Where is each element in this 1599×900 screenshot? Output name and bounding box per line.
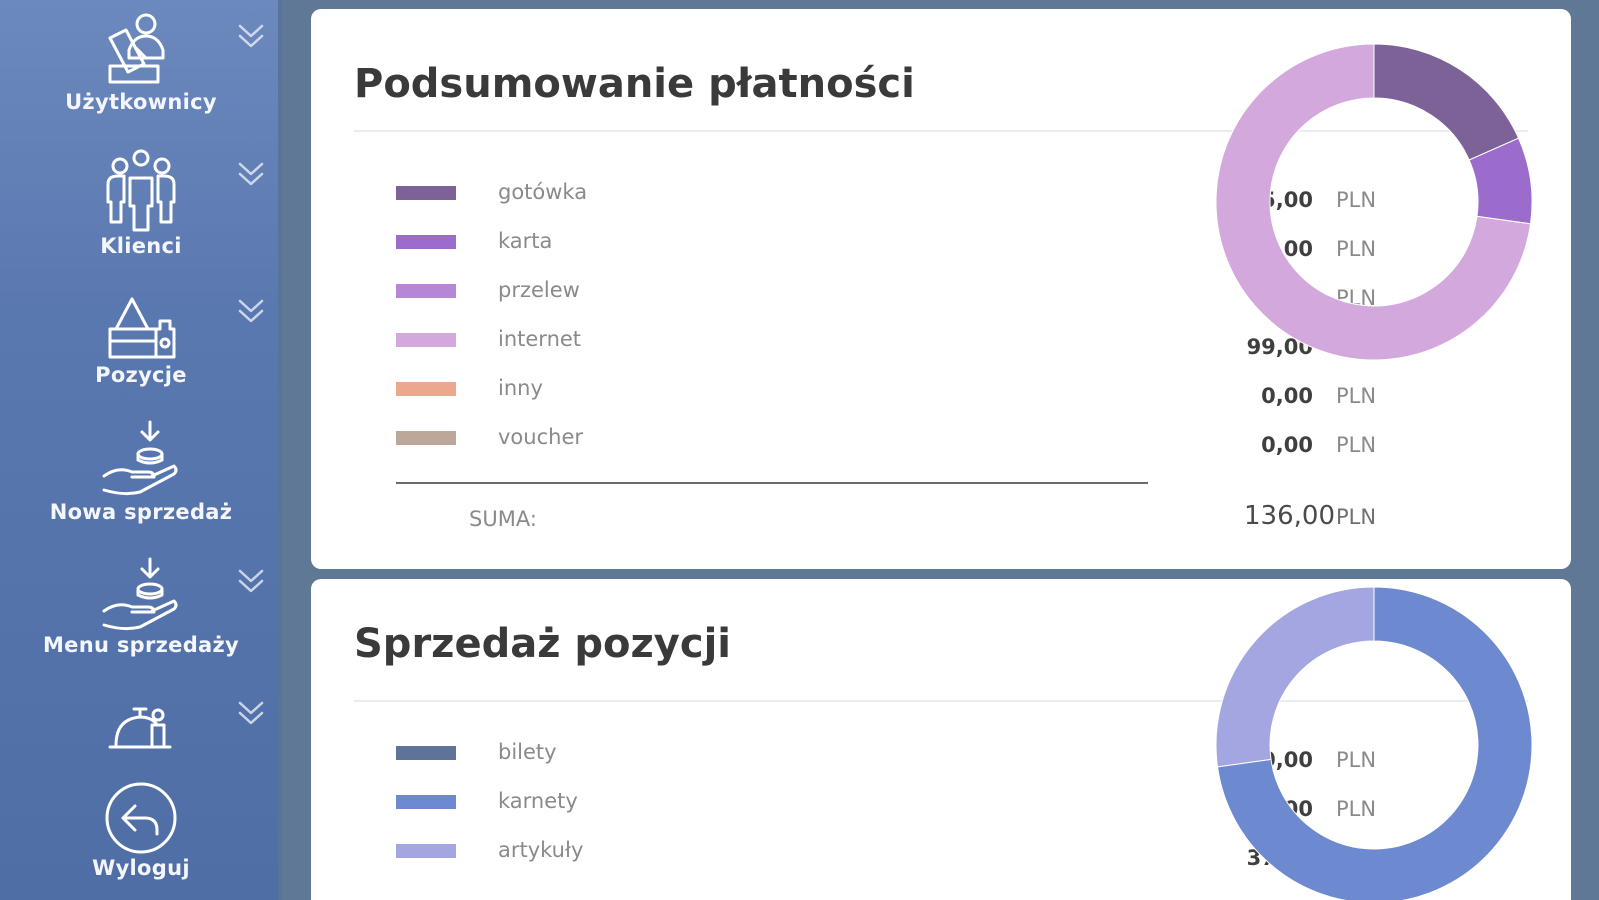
legend-currency: PLN <box>1336 384 1377 408</box>
sidebar-item-clients[interactable]: Klienci <box>0 148 282 258</box>
donut-slice-karnety[interactable] <box>1216 586 1533 900</box>
reception-bell-icon <box>108 707 172 749</box>
chevron-down-icon[interactable] <box>236 699 266 727</box>
legend-row: inny 0,00 PLN <box>396 376 1396 408</box>
payments-donut-chart <box>1215 43 1533 361</box>
sidebar-item-label: Menu sprzedaży <box>42 633 240 657</box>
legend-swatch <box>396 746 456 760</box>
sales-donut-chart <box>1215 586 1533 900</box>
chevron-down-icon[interactable] <box>236 160 266 188</box>
sales-card: Sprzedaż pozycji bilety0,00PLNkarnety99,… <box>311 579 1571 900</box>
legend-currency: PLN <box>1336 188 1377 212</box>
hand-sale-menu-icon <box>102 557 178 631</box>
donut-slice-internet[interactable] <box>1215 43 1532 361</box>
card-title: Sprzedaż pozycji <box>354 621 732 667</box>
logout-icon <box>105 782 177 854</box>
sidebar-item-new-sale[interactable]: Nowa sprzedaż <box>0 420 282 524</box>
legend-row: bilety 0,00 PLN <box>396 740 1396 772</box>
donut-slice-artykuły[interactable] <box>1215 586 1375 768</box>
sidebar-item-reception[interactable] <box>0 695 282 755</box>
users-admin-icon <box>108 13 165 84</box>
donut-slice-gotówka[interactable] <box>1373 43 1520 161</box>
legend-value: 0,00 <box>1261 384 1313 408</box>
legend-swatch <box>396 333 456 347</box>
legend-label: bilety <box>498 740 557 764</box>
legend-currency: PLN <box>1336 433 1377 457</box>
products-icon <box>108 297 176 359</box>
sidebar-item-users[interactable]: Użytkownicy <box>0 8 282 114</box>
legend-label: internet <box>498 327 582 351</box>
sidebar-item-sales-menu[interactable]: Menu sprzedaży <box>0 557 282 657</box>
title-divider <box>354 130 1528 132</box>
sum-label: SUMA: <box>469 507 537 531</box>
legend-swatch <box>396 844 456 858</box>
sidebar-item-label: Pozycje <box>95 363 187 387</box>
sidebar-item-logout[interactable]: Wyloguj <box>0 780 282 880</box>
hand-sale-icon <box>102 420 178 496</box>
chevron-down-icon[interactable] <box>236 22 266 50</box>
legend-swatch <box>396 431 456 445</box>
sum-currency: PLN <box>1336 505 1377 529</box>
sum-divider <box>396 482 1148 484</box>
legend-currency: PLN <box>1336 748 1377 772</box>
legend-row: gotówka 25,00 PLN <box>396 180 1396 212</box>
legend-label: gotówka <box>498 180 588 204</box>
title-divider <box>354 700 1528 702</box>
sidebar-item-label: Użytkownicy <box>65 90 217 114</box>
legend-label: karnety <box>498 789 578 813</box>
sidebar-item-label: Nowa sprzedaż <box>49 500 233 524</box>
chevron-down-icon[interactable] <box>236 297 266 325</box>
legend-currency: PLN <box>1336 797 1377 821</box>
legend-row: voucher 0,00 PLN <box>396 425 1396 457</box>
legend-swatch <box>396 186 456 200</box>
legend-swatch <box>396 795 456 809</box>
legend-currency: PLN <box>1336 237 1377 261</box>
sidebar: Użytkownicy Klienci Pozycje <box>0 0 282 900</box>
clients-group-icon <box>106 149 176 232</box>
sidebar-item-positions[interactable]: Pozycje <box>0 295 282 387</box>
card-title: Podsumowanie płatności <box>354 61 915 107</box>
legend-label: karta <box>498 229 553 253</box>
legend-label: voucher <box>498 425 583 449</box>
chevron-down-icon[interactable] <box>236 567 266 595</box>
sidebar-item-label: Wyloguj <box>92 856 190 880</box>
legend-value: 0,00 <box>1261 433 1313 457</box>
legend-swatch <box>396 284 456 298</box>
sidebar-item-label: Klienci <box>100 234 182 258</box>
legend-label: artykuły <box>498 838 584 862</box>
legend-label: przelew <box>498 278 580 302</box>
sum-value: 136,00 <box>1244 501 1335 531</box>
payments-summary-card: Podsumowanie płatności gotówka 25,00 PLN ka… <box>311 9 1571 569</box>
legend-swatch <box>396 382 456 396</box>
legend-swatch <box>396 235 456 249</box>
legend-label: inny <box>498 376 543 400</box>
